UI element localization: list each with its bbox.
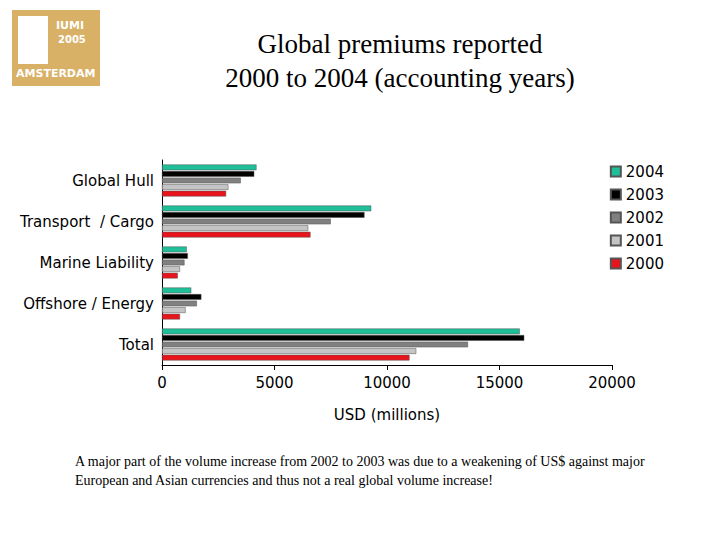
svg-text:AMSTERDAM: AMSTERDAM: [16, 67, 95, 80]
svg-text:2004: 2004: [626, 163, 664, 181]
svg-text:Offshore / Energy: Offshore / Energy: [23, 295, 154, 313]
svg-text:2000 to 2004 (accounting years: 2000 to 2004 (accounting years): [225, 63, 574, 93]
svg-text:A major part of the volume inc: A major part of the volume increase from…: [75, 454, 648, 469]
svg-text:2000: 2000: [626, 255, 664, 273]
svg-text:Transport / Cargo: Transport / Cargo: [19, 213, 154, 231]
svg-text:2003: 2003: [626, 186, 664, 204]
svg-text:IUMI: IUMI: [56, 19, 84, 32]
svg-text:Marine Liability: Marine Liability: [40, 254, 155, 272]
svg-text:2005: 2005: [58, 34, 86, 45]
svg-text:20000: 20000: [588, 374, 636, 392]
svg-text:Global premiums reported: Global premiums reported: [258, 29, 543, 59]
svg-text:0: 0: [157, 374, 167, 392]
svg-text:5000: 5000: [255, 374, 293, 392]
svg-text:Global Hull: Global Hull: [72, 172, 154, 190]
svg-text:Total: Total: [118, 336, 154, 354]
svg-text:15000: 15000: [476, 374, 524, 392]
svg-text:USD (millions): USD (millions): [334, 406, 440, 424]
svg-text:European and Asian currencies: European and Asian currencies and thus n…: [75, 473, 493, 488]
svg-text:10000: 10000: [363, 374, 411, 392]
svg-text:2001: 2001: [626, 232, 664, 250]
svg-text:2002: 2002: [626, 209, 664, 227]
